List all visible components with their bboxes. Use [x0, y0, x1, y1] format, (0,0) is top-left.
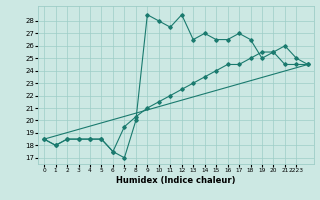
X-axis label: Humidex (Indice chaleur): Humidex (Indice chaleur)	[116, 176, 236, 185]
